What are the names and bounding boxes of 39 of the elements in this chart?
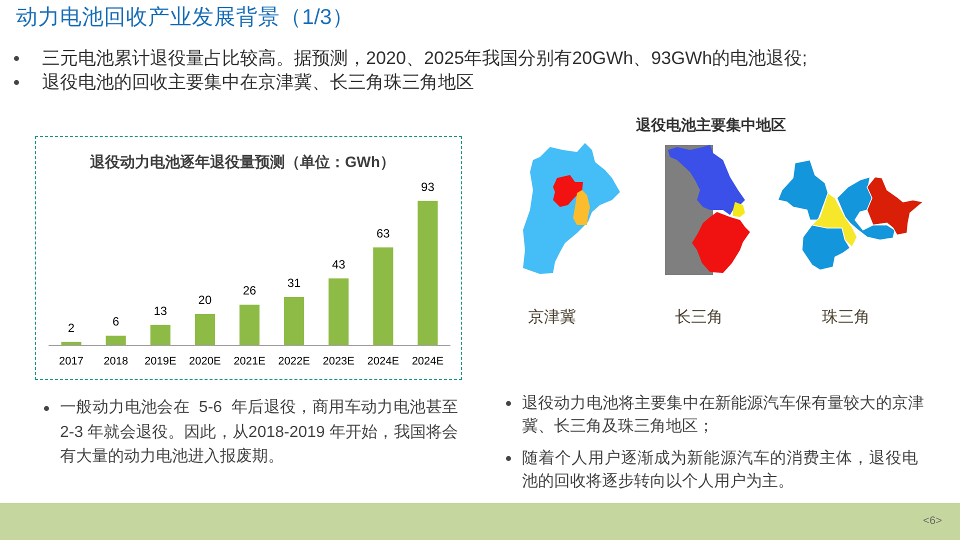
x-tick-label: 2019E bbox=[144, 356, 176, 368]
data-label: 13 bbox=[154, 304, 168, 318]
text: <6> bbox=[923, 515, 942, 527]
x-tick-label: 2020E bbox=[189, 356, 221, 368]
x-tick-label: 2021E bbox=[234, 356, 266, 368]
text: 动力电池回收产业发展背景（1/3） bbox=[16, 5, 354, 29]
text: 退役电池的回收主要集中在京津冀、长三角珠三角地区 bbox=[42, 72, 474, 92]
text: 长三角 bbox=[675, 309, 723, 326]
bar bbox=[284, 296, 304, 345]
text: 退役动力电池将主要集中在新能源汽车保有量较大的京津冀、长三角及珠三角地区； bbox=[522, 395, 924, 435]
bar bbox=[61, 342, 82, 345]
bar bbox=[373, 247, 394, 345]
data-label: 43 bbox=[332, 257, 346, 272]
data-label: 20 bbox=[198, 293, 212, 307]
data-label: 31 bbox=[287, 276, 302, 290]
x-tick-label: 2022E bbox=[278, 356, 310, 368]
bar bbox=[418, 200, 438, 345]
text: 退役电池主要集中地区 bbox=[636, 117, 786, 134]
bar bbox=[150, 324, 170, 345]
text: 随着个人用户逐渐成为新能源汽车的消费主体，退役电池的回收将逐步转向以个人用户为主。 bbox=[522, 450, 918, 490]
x-tick-label: 2024E bbox=[367, 356, 400, 368]
data-label: 2 bbox=[68, 320, 75, 335]
bar bbox=[328, 278, 349, 345]
data-label: 63 bbox=[376, 226, 390, 240]
text: 珠三角 bbox=[822, 309, 870, 326]
text: 一般动力电池会在 5-6 年后退役，商用车动力电池甚至2-3 年就会退役。因此，从2018-2019 年开始，我国将会有大量的动力电池进入报废期。 bbox=[60, 399, 458, 465]
x-tick-label: 2018 bbox=[104, 356, 128, 368]
data-label: 26 bbox=[242, 284, 256, 298]
text: 京津冀 bbox=[528, 309, 576, 326]
bar bbox=[106, 336, 126, 345]
x-tick-label: 2017 bbox=[59, 356, 84, 368]
text: 三元电池累计退役量占比较高。据预测，2020、2025年我国分别有20GWh、93GWh的电池退役; bbox=[42, 48, 808, 68]
chart-title: 退役动力电池逐年退役量预测（单位：GWh） bbox=[89, 154, 395, 171]
data-label: 6 bbox=[112, 314, 120, 329]
bar bbox=[194, 314, 215, 345]
data-label: 93 bbox=[421, 180, 435, 194]
bar bbox=[239, 304, 260, 345]
x-tick-label: 2024E bbox=[412, 356, 444, 368]
x-tick-label: 2023E bbox=[322, 356, 355, 368]
